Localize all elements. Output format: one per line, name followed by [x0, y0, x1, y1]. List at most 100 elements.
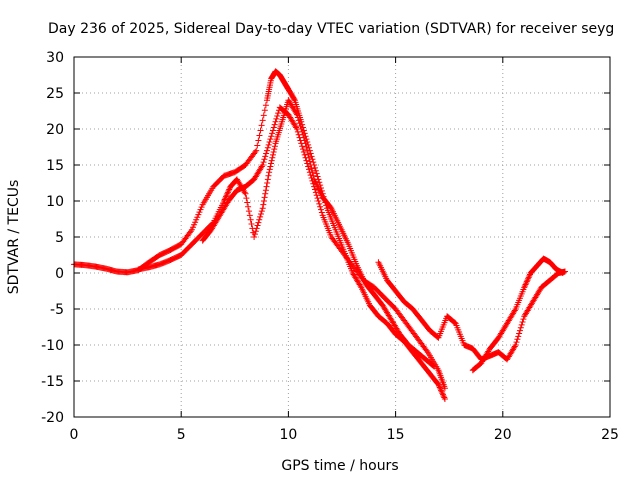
x-tick-label: 25: [601, 427, 619, 443]
data-point: [310, 159, 317, 166]
data-point: [271, 121, 278, 128]
data-point: [523, 280, 530, 287]
y-tick-label: 0: [55, 266, 64, 282]
data-point: [519, 318, 526, 325]
data-point: [259, 205, 266, 212]
data-point: [260, 198, 267, 204]
data-point: [194, 214, 201, 221]
data-point: [261, 107, 268, 114]
data-point: [511, 307, 518, 314]
data-point: [224, 189, 231, 196]
data-point: [516, 327, 523, 334]
y-tick-label: 20: [46, 122, 64, 138]
data-point: [423, 347, 430, 354]
data-point: [246, 212, 253, 219]
data-point: [294, 114, 301, 121]
data-point: [316, 200, 323, 207]
data-point: [255, 219, 262, 226]
data-point: [260, 112, 267, 119]
data-point: [262, 102, 269, 109]
data-point: [193, 216, 200, 223]
data-point: [197, 206, 204, 213]
data-point: [269, 127, 276, 134]
data-point: [441, 385, 448, 392]
data-point: [262, 190, 269, 197]
data-point: [315, 198, 322, 204]
data-point: [195, 211, 202, 218]
data-point: [187, 228, 194, 235]
data-point: [198, 204, 205, 211]
data-point: [262, 187, 269, 194]
data-point: [226, 186, 233, 193]
data-point: [516, 330, 523, 337]
data-point: [304, 160, 311, 167]
data-point: [253, 225, 260, 232]
data-point: [258, 122, 265, 129]
data-point: [314, 173, 321, 180]
data-point: [305, 151, 312, 158]
data-point: [192, 219, 199, 226]
data-point: [293, 124, 300, 131]
y-axis-ticks: -20 -15 -10 -5 0 5 10 15 20 25 30: [41, 50, 610, 426]
data-point: [312, 189, 319, 196]
data-point: [295, 131, 302, 138]
data-point: [294, 128, 301, 135]
data-point: [302, 154, 309, 161]
data-point: [262, 153, 269, 160]
data-point: [521, 284, 528, 291]
data-point: [305, 163, 312, 170]
data-point: [272, 118, 279, 125]
data-point: [269, 151, 276, 158]
data-point: [435, 381, 442, 388]
data-point: [439, 390, 446, 397]
data-point: [310, 180, 317, 187]
data-point: [526, 272, 533, 279]
data-point: [257, 210, 264, 217]
data-point: [297, 137, 304, 144]
x-axis-ticks: 0 5 10 15 20 25: [70, 57, 619, 443]
data-point: [314, 195, 321, 202]
data-point: [291, 96, 298, 103]
data-point: [559, 270, 566, 276]
x-tick-label: 15: [387, 427, 405, 443]
data-point: [268, 157, 275, 164]
data-point: [299, 146, 306, 153]
data-point: [441, 396, 448, 402]
data-point: [258, 208, 265, 215]
data-point: [511, 343, 518, 350]
data-point: [440, 393, 447, 400]
data-point: [296, 120, 303, 127]
data-point: [266, 169, 273, 176]
data-points: [71, 68, 568, 402]
data-point: [439, 391, 446, 398]
data-point: [436, 384, 443, 391]
y-tick-label: 15: [46, 158, 64, 174]
data-point: [254, 222, 261, 229]
data-point: [437, 385, 444, 392]
data-point: [523, 278, 530, 285]
data-point: [267, 163, 274, 170]
data-point: [317, 206, 324, 213]
data-point: [438, 388, 445, 395]
data-point: [252, 228, 259, 235]
data-point: [255, 137, 262, 144]
data-point: [256, 132, 263, 139]
data-point: [273, 115, 280, 122]
data-point: [189, 224, 196, 231]
data-point: [313, 192, 320, 199]
data-point: [305, 166, 312, 173]
data-point: [191, 221, 198, 228]
data-point: [303, 144, 310, 150]
data-point: [261, 156, 268, 163]
data-point: [298, 140, 305, 147]
data-point: [357, 282, 364, 289]
data-point: [300, 149, 307, 156]
data-point: [224, 190, 231, 197]
grid-lines: [74, 57, 610, 417]
data-point: [257, 213, 264, 220]
data-point: [438, 387, 445, 394]
y-tick-label: -5: [50, 302, 64, 318]
data-point: [256, 216, 263, 223]
data-point: [266, 138, 273, 145]
data-point: [293, 111, 300, 118]
